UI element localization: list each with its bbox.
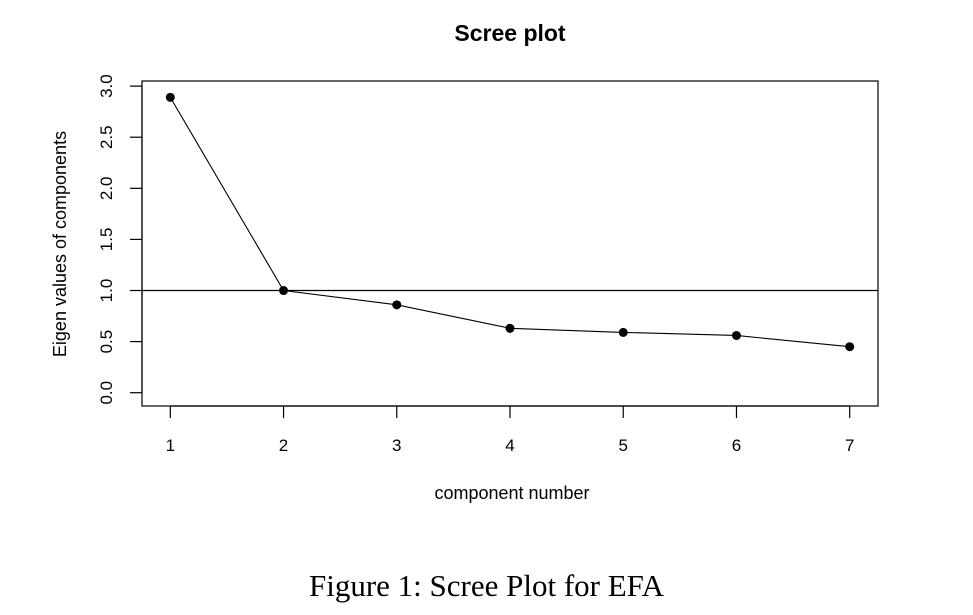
- plot-frame: [141, 80, 879, 407]
- series-points: [165, 92, 855, 352]
- y-axis-label: Eigen values of components: [50, 131, 70, 357]
- data-point: [618, 327, 628, 337]
- figure-caption: Figure 1: Scree Plot for EFA: [308, 568, 665, 603]
- data-point: [731, 330, 741, 340]
- x-tick-label: 4: [505, 436, 514, 455]
- series-line: [169, 97, 850, 348]
- data-point: [165, 92, 175, 102]
- y-tick-label: 3.0: [97, 74, 116, 98]
- y-tick-label: 0.5: [97, 330, 116, 354]
- x-tick-label: 2: [279, 436, 288, 455]
- x-axis-label: component number: [434, 483, 589, 503]
- x-tick-label: 3: [392, 436, 401, 455]
- x-tick-label: 6: [732, 436, 741, 455]
- chart-title: Scree plot: [454, 20, 566, 46]
- data-point: [392, 300, 402, 310]
- data-point: [279, 286, 289, 296]
- x-tick-label: 5: [618, 436, 627, 455]
- scree-plot-chart: Scree plot 1 2 3 4 5 6 7 0.0 0.5 1.0 1.5 2.0 2.5 3.0…: [50, 20, 879, 503]
- x-axis: 1 2 3 4 5 6 7: [166, 405, 854, 455]
- x-tick-label: 1: [166, 436, 175, 455]
- y-tick-label: 2.0: [97, 176, 116, 200]
- data-point: [505, 323, 515, 333]
- x-tick-label: 7: [845, 436, 854, 455]
- y-tick-label: 1.5: [97, 228, 116, 252]
- y-tick-label: 2.5: [97, 125, 116, 149]
- data-point: [845, 342, 855, 352]
- y-axis: 0.0 0.5 1.0 1.5 2.0 2.5 3.0: [97, 74, 143, 405]
- y-tick-label: 1.0: [97, 279, 116, 303]
- y-tick-label: 0.0: [97, 381, 116, 405]
